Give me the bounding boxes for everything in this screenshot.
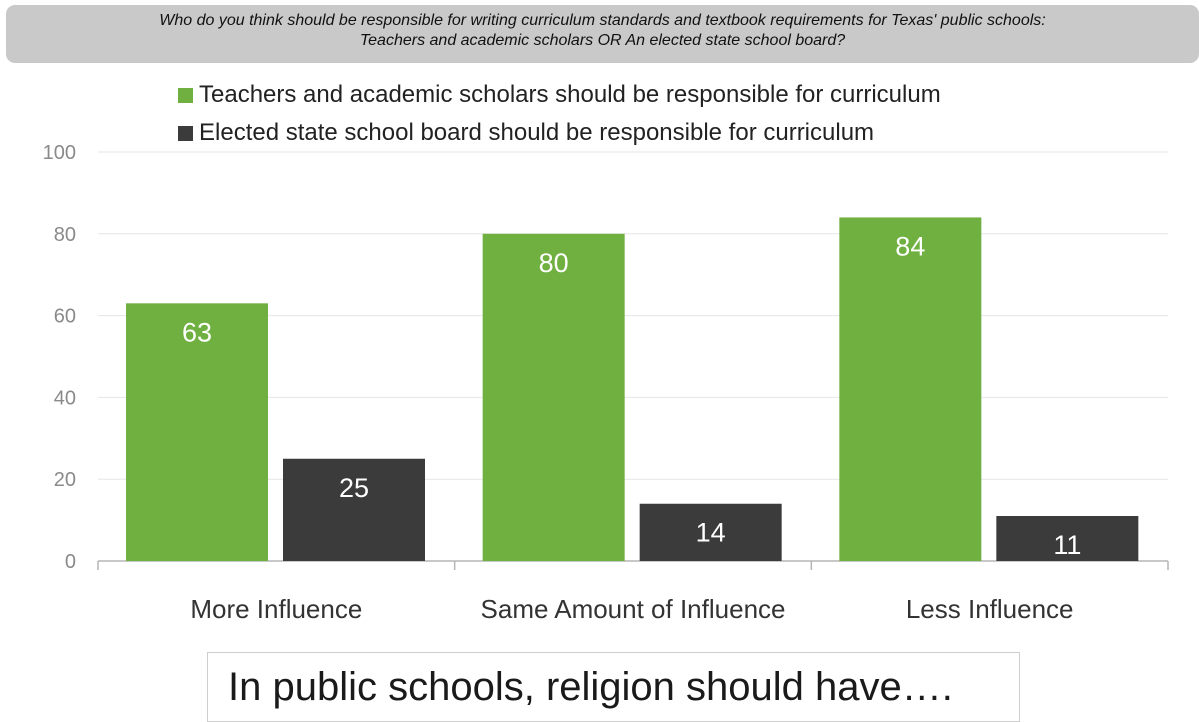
question-line-1: Who do you think should be responsible f… <box>159 12 1046 29</box>
y-tick-label: 40 <box>54 387 76 409</box>
data-label: 63 <box>182 317 212 347</box>
legend-item-teachers: Teachers and academic scholars should be… <box>178 76 941 114</box>
footer-label: In public schools, religion should have…… <box>228 665 953 709</box>
legend-item-board: Elected state school board should be res… <box>178 114 941 152</box>
bar-teachers <box>126 303 268 561</box>
bar-board <box>283 458 425 561</box>
question-banner: Who do you think should be responsible f… <box>6 5 1199 63</box>
y-tick-label: 20 <box>54 469 76 491</box>
bar-board <box>996 516 1139 561</box>
legend-swatch-board <box>178 125 193 141</box>
chart-legend: Teachers and academic scholars should be… <box>178 76 941 152</box>
legend-swatch-teachers <box>178 87 193 103</box>
x-category-label: Less Influence <box>906 594 1074 624</box>
bar-teachers <box>482 233 625 562</box>
legend-label-board: Elected state school board should be res… <box>199 119 875 146</box>
data-label: 25 <box>339 473 369 503</box>
y-tick-label: 0 <box>65 551 76 573</box>
y-tick-label: 60 <box>54 306 76 328</box>
data-label: 80 <box>539 248 569 278</box>
question-line-2: Teachers and academic scholars OR An ele… <box>359 32 846 49</box>
bar-board <box>639 503 782 561</box>
data-label: 14 <box>696 518 726 548</box>
data-label: 11 <box>1053 530 1081 560</box>
data-label: 84 <box>895 231 925 261</box>
x-category-label: Same Amount of Influence <box>481 594 786 624</box>
x-category-label: More Influence <box>190 594 362 624</box>
y-tick-label: 80 <box>54 224 76 246</box>
legend-label-teachers: Teachers and academic scholars should be… <box>199 81 941 108</box>
y-tick-label: 100 <box>43 142 76 164</box>
footer-label-box: In public schools, religion should have…… <box>207 652 1020 722</box>
bar-teachers <box>839 217 982 561</box>
